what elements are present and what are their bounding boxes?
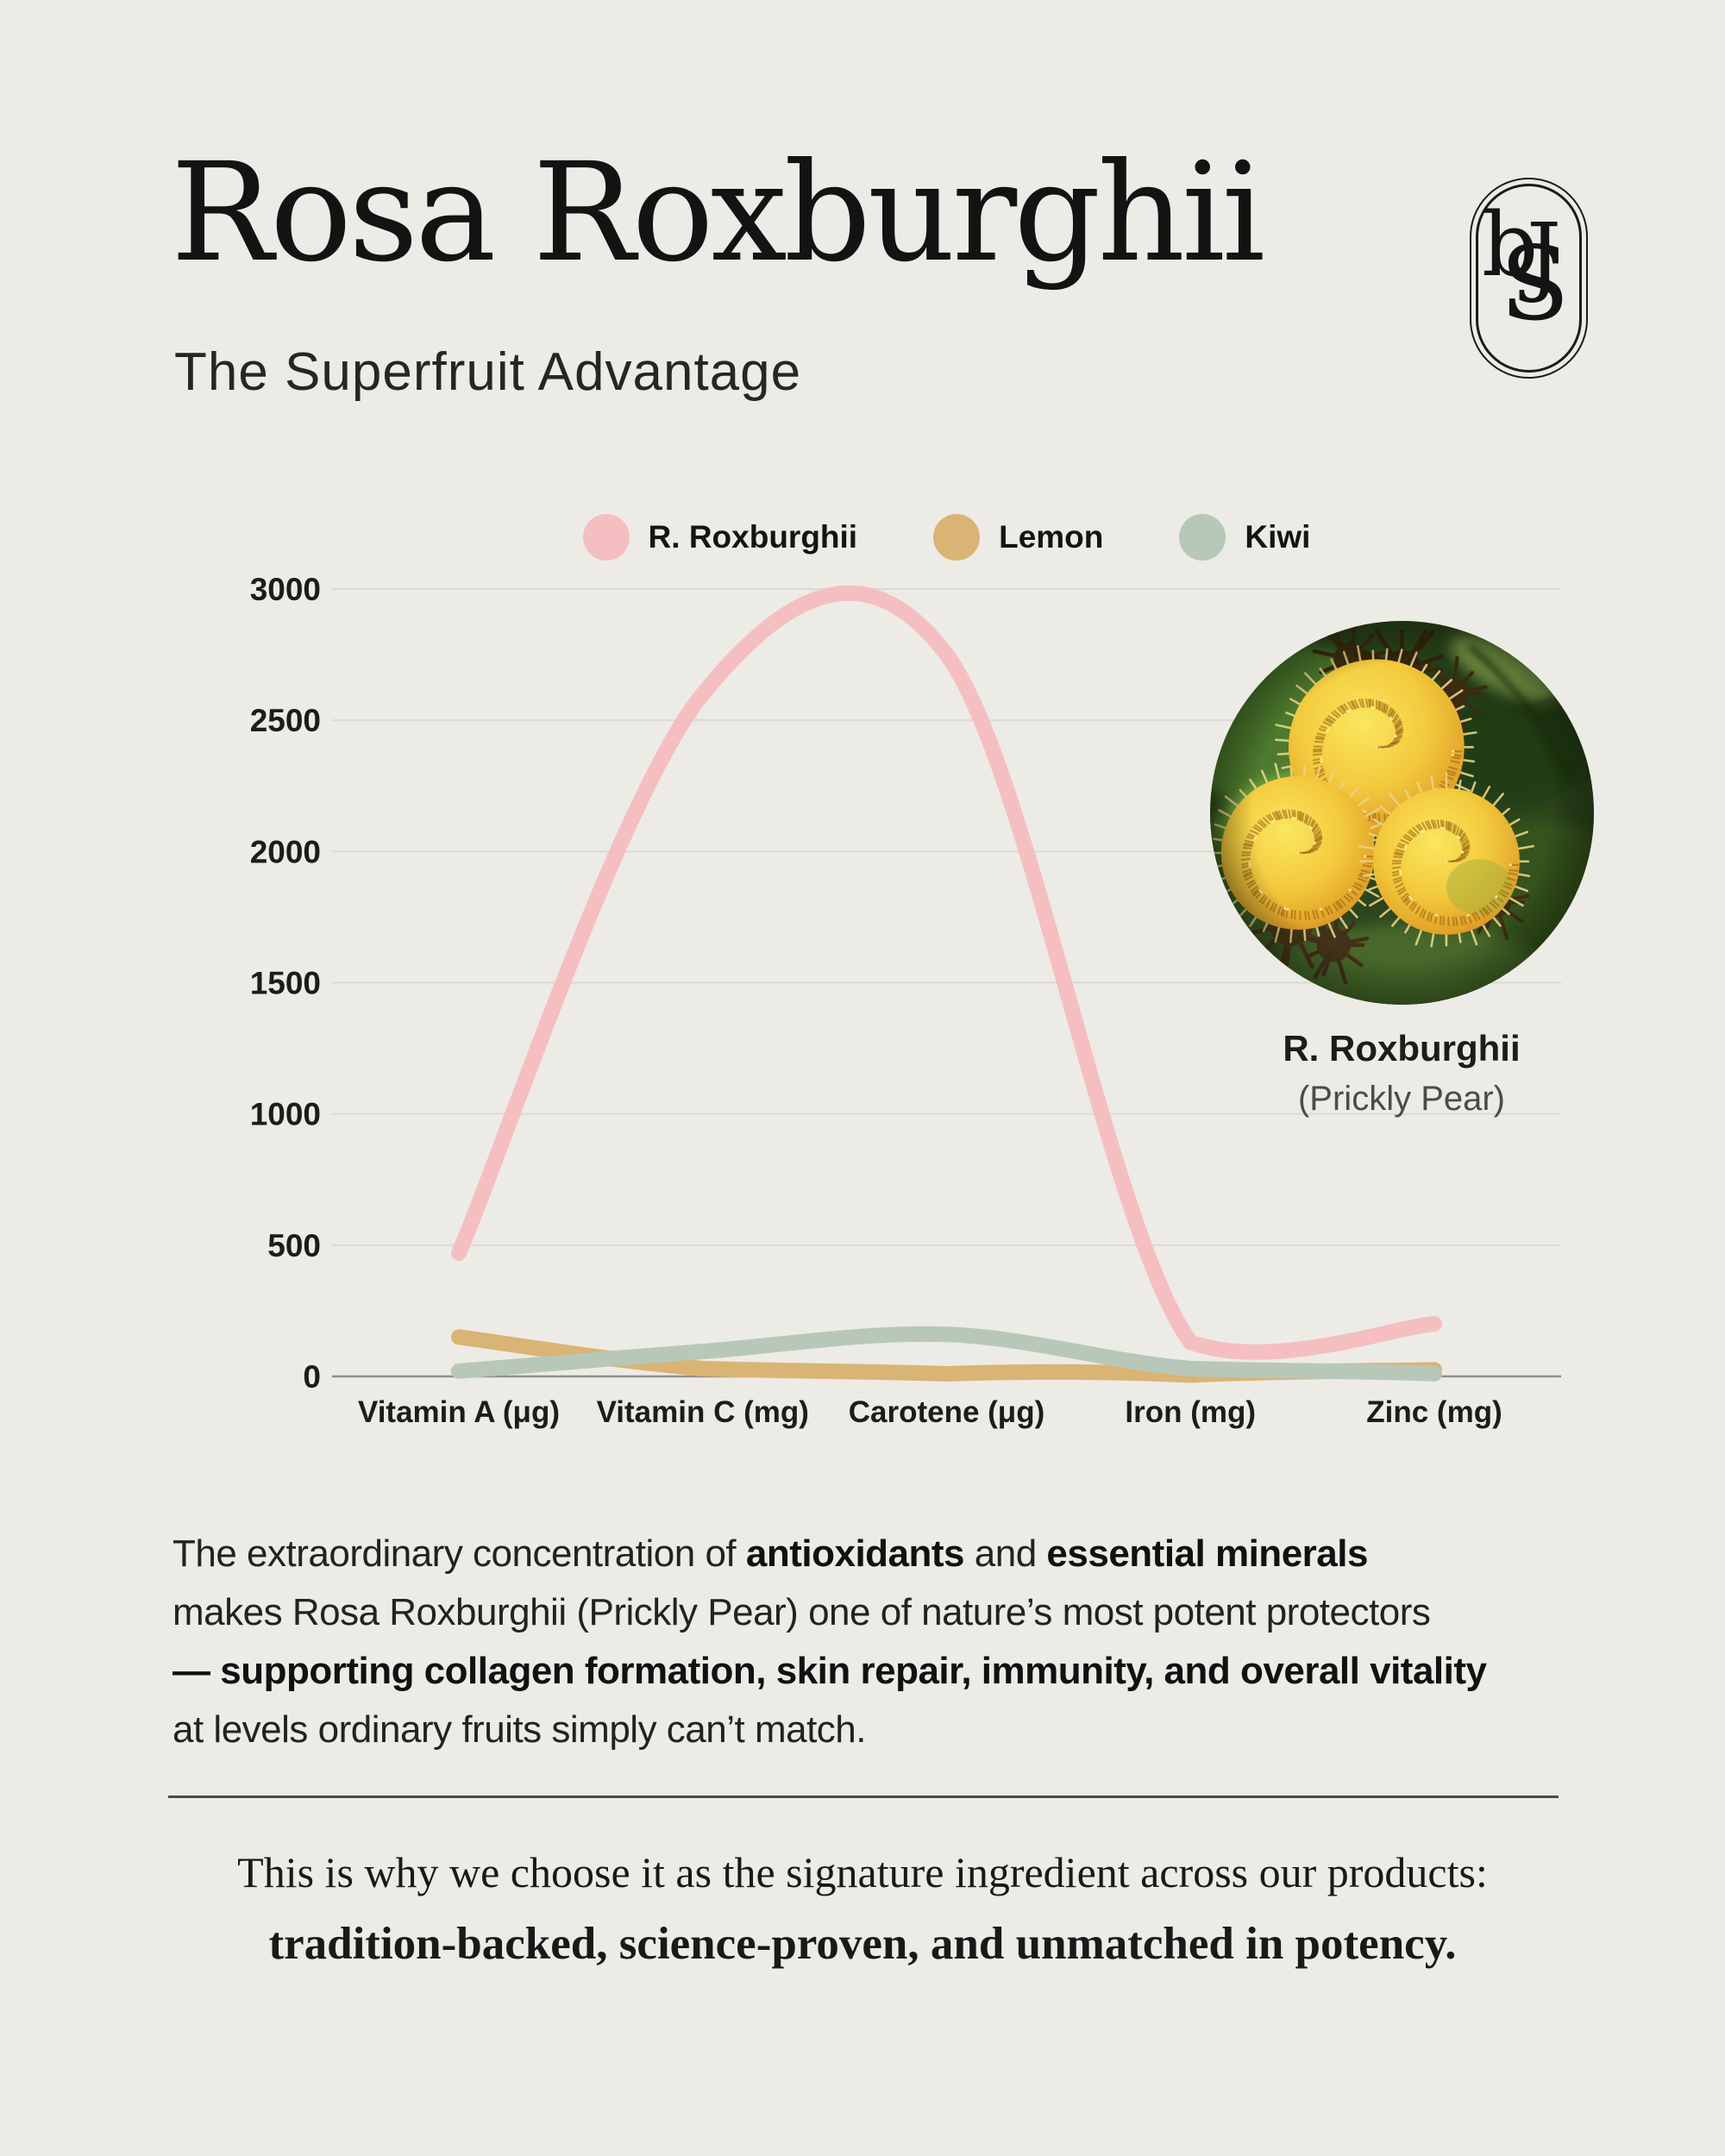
y-tick-label: 3000: [250, 572, 321, 607]
legend-item-lemon: Lemon: [933, 514, 1103, 561]
divider-line: [168, 1796, 1559, 1798]
x-axis-label: Iron (mg): [1125, 1395, 1256, 1429]
fruit-photo: [1210, 621, 1594, 1005]
y-tick-label: 2000: [250, 834, 321, 869]
x-axis-label: Vitamin A (μg): [358, 1395, 560, 1429]
x-axis-label: Zinc (mg): [1366, 1395, 1502, 1429]
chart-legend: R. Roxburghii Lemon Kiwi: [332, 512, 1561, 562]
fruit-photo-illustration: [1210, 621, 1594, 1005]
paragraph-line: — supporting collagen formation, skin re…: [172, 1650, 1487, 1692]
brand-logo: b S J: [1470, 178, 1588, 379]
legend-item-roxburghii: R. Roxburghii: [582, 514, 858, 561]
logo-monogram-letter: S: [1500, 224, 1570, 343]
x-axis-label: Vitamin C (mg): [597, 1395, 809, 1429]
page-title: Rosa Roxburghii: [171, 134, 1265, 292]
footer-line1: This is why we choose it as the signatur…: [237, 1848, 1488, 1896]
paragraph-line: at levels ordinary fruits simply can’t m…: [172, 1708, 867, 1751]
footer-line2: tradition-backed, science-proven, and un…: [268, 1919, 1457, 1969]
y-tick-label: 1000: [250, 1097, 321, 1132]
legend-dot-roxburghii: [582, 514, 630, 561]
logo-monogram-letter: J: [1527, 204, 1562, 305]
y-tick-label: 2500: [250, 703, 321, 738]
series-line-kiwi: [451, 1326, 1442, 1382]
x-axis-label: Carotene (μg): [849, 1395, 1045, 1429]
series-line-r-roxburghii: [451, 585, 1442, 1360]
y-tick-label: 1500: [250, 966, 321, 1001]
footer-statement: This is why we choose it as the signatur…: [0, 1847, 1725, 1970]
page-subtitle: The Superfruit Advantage: [174, 342, 802, 402]
y-tick-label: 0: [303, 1359, 321, 1395]
paragraph-line: The extraordinary concentration of antio…: [172, 1532, 1368, 1575]
logo-monogram-letter: b: [1482, 194, 1539, 297]
y-tick-label: 500: [267, 1228, 321, 1263]
photo-caption-subtitle: (Prickly Pear): [1297, 1080, 1506, 1118]
paragraph-line: makes Rosa Roxburghii (Prickly Pear) one…: [172, 1591, 1431, 1633]
legend-item-kiwi: Kiwi: [1179, 514, 1310, 561]
legend-label: Kiwi: [1245, 519, 1311, 555]
legend-dot-lemon: [933, 514, 981, 561]
legend-dot-kiwi: [1179, 514, 1226, 561]
photo-caption-title: R. Roxburghii: [1283, 1028, 1521, 1069]
legend-label: R. Roxburghii: [648, 519, 858, 555]
legend-label: Lemon: [999, 519, 1104, 555]
photo-caption: R. Roxburghii (Prickly Pear): [1195, 1028, 1609, 1119]
description-paragraph: The extraordinary concentration of antio…: [172, 1525, 1639, 1759]
